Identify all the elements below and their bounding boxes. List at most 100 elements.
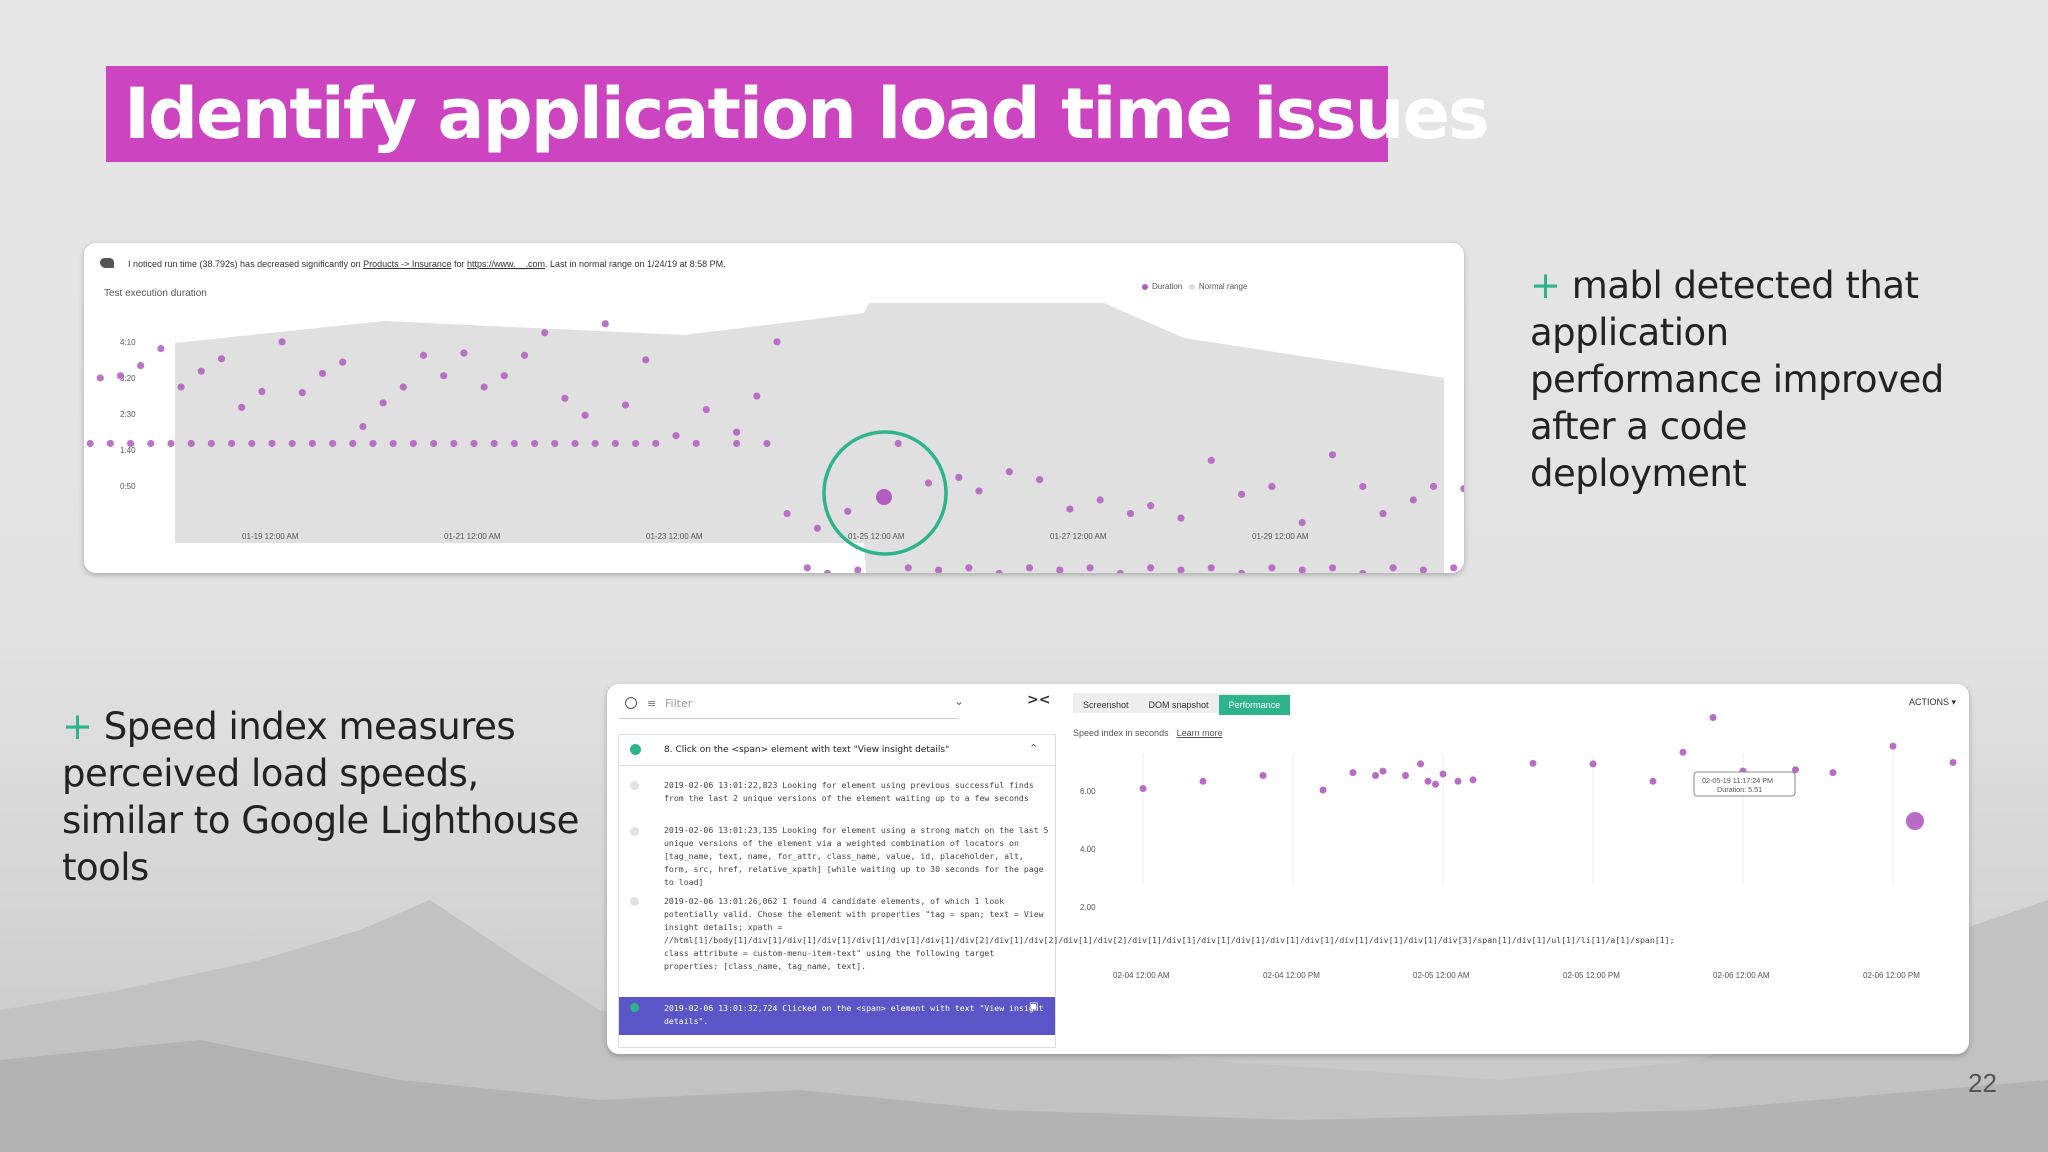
x-tick-label: 02-06 12:00 AM [1713, 971, 1770, 980]
data-point [1402, 772, 1409, 779]
data-point [995, 569, 1003, 573]
data-point [581, 411, 589, 419]
data-point [1424, 777, 1432, 785]
data-point [783, 509, 791, 518]
data-point [1328, 564, 1337, 572]
slide-title-banner: Identify application load time issues [106, 66, 1490, 162]
tab-performance[interactable]: Performance [1218, 695, 1291, 715]
data-point [1379, 767, 1387, 775]
data-point [773, 338, 781, 346]
data-point [561, 394, 569, 402]
log-status-icon [630, 827, 639, 836]
data-point [1005, 468, 1013, 476]
tab-dom-snapshot[interactable]: DOM snapshot [1148, 700, 1209, 710]
data-point [369, 439, 377, 448]
data-point [672, 431, 680, 440]
data-point [551, 439, 559, 448]
data-point [1469, 776, 1477, 784]
mabl-logo-icon [100, 258, 114, 268]
duration-chart: 4:10 3:20 2:30 1:40 0:50 01-19 12:00 AM 01-21 … [86, 303, 1464, 573]
log-entry: 2019-02-06 13:01:23,135 Looking for elem… [664, 825, 1054, 887]
data-point [591, 439, 599, 448]
chevron-down-icon[interactable]: ⌄ [954, 694, 965, 708]
data-point [1429, 482, 1438, 491]
data-point [329, 439, 337, 448]
data-point [147, 439, 155, 448]
data-point [268, 439, 276, 448]
y-tick-label: 4:10 [120, 338, 136, 347]
data-point [823, 569, 832, 573]
data-point [935, 566, 943, 573]
data-point [288, 439, 296, 448]
data-point [1086, 564, 1094, 572]
data-point [621, 401, 630, 409]
data-point [1529, 759, 1537, 767]
bullet-text: mabl detected that application performan… [1530, 264, 1944, 495]
bullet-speed-index: + Speed index measures perceived load sp… [62, 703, 582, 891]
insight-notice: I noticed run time (38.792s) has decreas… [128, 259, 726, 269]
data-point [763, 439, 771, 448]
site-link[interactable]: https://www.__.com [466, 259, 545, 269]
data-point [1679, 748, 1687, 756]
x-tick-label: 02-04 12:00 AM [1113, 971, 1170, 980]
speed-index-label: Speed index in seconds Learn more [1073, 728, 1223, 738]
duration-legend-icon [1142, 283, 1148, 290]
log-entry: 2019-02-06 13:01:22,823 Looking for elem… [664, 780, 1039, 803]
data-point [480, 383, 488, 391]
tooltip-value: Duration: 5.51 [1717, 785, 1762, 794]
data-point [924, 479, 933, 487]
data-point [207, 439, 215, 448]
x-tick-label: 02-06 12:00 PM [1863, 971, 1920, 980]
data-point [1036, 476, 1044, 484]
data-point [106, 439, 114, 448]
tooltip-date: 02-05-19 11:17:24 PM [1702, 776, 1773, 785]
data-point [460, 349, 468, 357]
data-point [127, 439, 135, 448]
x-tick-label: 01-27 12:00 AM [1050, 532, 1107, 541]
selected-log-row[interactable]: 2019-02-06 13:01:32,724 Clicked on the <… [619, 997, 1055, 1035]
data-point [1454, 777, 1462, 785]
data-point [642, 356, 650, 364]
data-point [1025, 564, 1034, 572]
data-point [652, 439, 660, 448]
x-tick-label: 01-23 12:00 AM [646, 532, 703, 541]
chevron-up-icon[interactable]: ⌃ [1029, 742, 1039, 755]
data-point [813, 524, 822, 532]
data-point [1268, 482, 1276, 491]
data-point [1417, 760, 1424, 768]
data-point [440, 372, 448, 380]
insight-panel: I noticed run time (38.792s) has decreas… [84, 243, 1464, 573]
step-header[interactable]: 8. Click on the <span> element with text… [619, 735, 1055, 766]
data-point [1139, 785, 1147, 793]
filter-input[interactable]: Filter [665, 697, 693, 710]
data-point [318, 369, 327, 378]
data-point [248, 439, 256, 448]
tab-screenshot[interactable]: Screenshot [1083, 700, 1129, 710]
plus-icon: + [1530, 264, 1561, 307]
data-point [500, 372, 508, 380]
products-insurance-link[interactable]: Products -> Insurance [363, 259, 452, 269]
data-point [399, 383, 407, 391]
collapse-panel-button[interactable]: >< [1027, 692, 1051, 708]
chart-title: Test execution duration [104, 288, 207, 299]
filter-bar[interactable]: ≡ Filter ⌄ [619, 692, 964, 719]
data-point [1147, 564, 1155, 572]
x-tick-label: 02-04 12:00 PM [1263, 971, 1320, 980]
data-point [1238, 490, 1246, 498]
data-point [349, 439, 357, 448]
plus-icon: + [62, 705, 93, 748]
chart-legend: Duration Normal range [1142, 282, 1247, 291]
actions-menu-button[interactable]: ACTIONS ▾ [1909, 697, 1957, 707]
camera-icon[interactable]: ▣ [1029, 1001, 1039, 1012]
data-point [1589, 760, 1597, 768]
data-point [803, 564, 811, 572]
data-point [520, 351, 529, 359]
data-point [844, 507, 852, 515]
data-point [430, 439, 438, 448]
learn-more-link[interactable]: Learn more [1176, 728, 1223, 738]
data-point [1199, 777, 1207, 785]
data-point [238, 403, 246, 411]
data-point [278, 338, 286, 346]
tooltip-box [1693, 771, 1796, 797]
data-point [1298, 566, 1306, 573]
